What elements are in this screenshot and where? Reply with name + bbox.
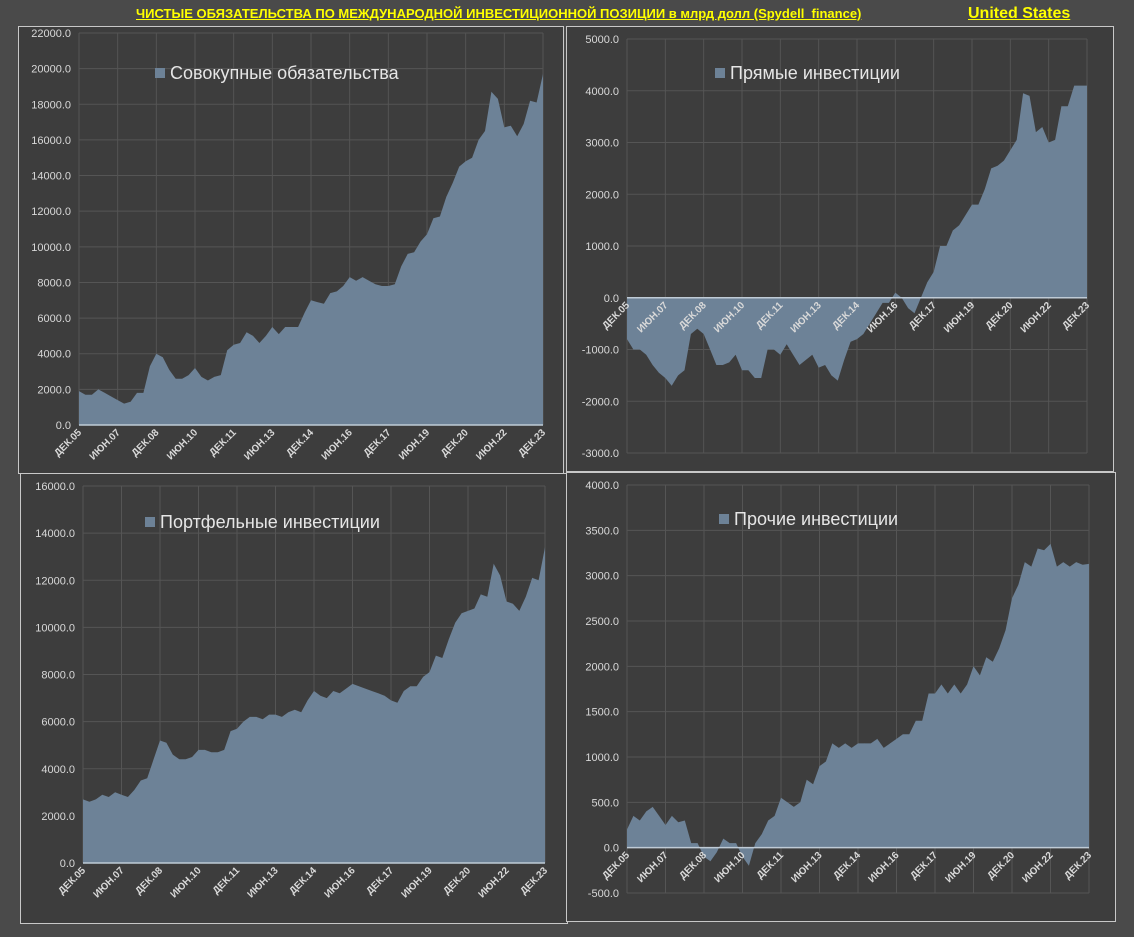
country-label: United States [968,5,1071,22]
x-tick-label: ДЕК.08 [130,427,162,459]
chart-svg: 0.0 2000.0 4000.0 6000.0 8000.0 10000.0 12000.… [31,28,548,462]
y-tick-label: 12000.0 [35,575,75,587]
y-tick-label: 4000.0 [585,480,619,492]
y-tick-label: 14000.0 [35,528,75,540]
legend-swatch [145,517,155,527]
y-tick-label: 8000.0 [37,277,71,289]
y-tick-label: 3500.0 [585,525,619,537]
chart-portfolio-investment: 0.0 2000.0 4000.0 6000.0 8000.0 10000.0 12000.… [20,473,568,924]
y-tick-label: 0.0 [604,843,619,855]
x-tick-label: ДЕК.20 [984,300,1016,332]
x-tick-label: ДЕК.14 [284,427,316,459]
x-tick-label: ИЮН.13 [246,865,281,900]
legend-swatch [719,514,729,524]
y-tick-label: 0.0 [604,293,619,305]
y-tick-label: 1000.0 [585,241,619,253]
y-tick-label: 2000.0 [37,384,71,396]
y-tick-label: 14000.0 [31,171,71,183]
chart-svg: -3000.0 -2000.0 -1000.0 0.0 1000.0 2000.0 3000… [582,34,1093,460]
y-tick-label: -2000.0 [582,396,619,408]
x-tick-label: ДЕК.08 [133,865,165,897]
legend-swatch [155,68,165,78]
y-tick-label: 16000.0 [31,135,71,147]
y-tick-label: 2000.0 [585,661,619,673]
area-series [83,547,545,863]
x-tick-label: ИЮН.13 [242,427,277,462]
y-tick-label: 2500.0 [585,616,619,628]
y-tick-label: 16000.0 [35,481,75,493]
y-tick-label: 10000.0 [31,242,71,254]
x-tick-label: ДЕК.14 [287,865,319,897]
y-tick-label: 18000.0 [31,99,71,111]
x-tick-label: ИЮН.07 [92,865,127,900]
y-tick-label: 4000.0 [585,86,619,98]
y-tick-label: 8000.0 [41,670,75,682]
x-tick-label: ДЕК.11 [755,850,787,882]
y-tick-label: 6000.0 [41,717,75,729]
x-tick-label: ДЕК.23 [1062,850,1094,882]
y-tick-label: 3000.0 [585,571,619,583]
x-tick-label: ДЕК.14 [831,850,863,882]
x-tick-label: ИЮН.22 [474,427,509,462]
x-tick-label: ДЕК.20 [985,850,1017,882]
x-tick-label: ДЕК.23 [516,427,548,459]
y-tick-label: 1000.0 [585,752,619,764]
x-tick-label: ИЮН.22 [477,865,512,900]
area-series [627,543,1089,866]
y-tick-label: 22000.0 [31,28,71,40]
x-tick-label: ДЕК.20 [441,865,473,897]
y-tick-label: 500.0 [591,797,619,809]
chart-svg: 0.0 2000.0 4000.0 6000.0 8000.0 10000.0 12000.… [35,481,550,900]
x-tick-label: ДЕК.11 [211,865,243,897]
y-tick-label: 4000.0 [41,764,75,776]
x-tick-label: ДЕК.11 [207,427,239,459]
y-tick-label: 5000.0 [585,34,619,46]
y-tick-label: 6000.0 [37,313,71,325]
legend-label: Портфельные инвестиции [160,512,380,532]
y-tick-label: 0.0 [56,420,71,432]
y-tick-label: 20000.0 [31,64,71,76]
x-tick-label: ИЮН.16 [323,865,358,900]
legend-label: Прочие инвестиции [734,509,898,529]
x-tick-label: ДЕК.20 [439,427,471,459]
area-series [79,74,543,425]
y-tick-label: 1500.0 [585,707,619,719]
y-tick-label: 4000.0 [37,349,71,361]
y-tick-label: 2000.0 [585,189,619,201]
y-tick-label: 10000.0 [35,622,75,634]
legend-label: Прямые инвестиции [730,63,900,83]
y-tick-label: -3000.0 [582,448,619,460]
x-tick-label: ДЕК.23 [1060,300,1092,332]
y-tick-label: -500.0 [588,888,619,900]
x-tick-label: ДЕК.08 [677,850,709,882]
chart-total-liabilities: 0.0 2000.0 4000.0 6000.0 8000.0 10000.0 12000.… [18,26,564,474]
x-tick-label: ИЮН.07 [88,427,123,462]
y-tick-label: 12000.0 [31,206,71,218]
x-tick-label: ИЮН.19 [400,865,435,900]
y-tick-label: 0.0 [60,858,75,870]
x-tick-label: ДЕК.17 [364,865,396,897]
y-tick-label: 3000.0 [585,138,619,150]
x-tick-label: ИЮН.16 [320,427,355,462]
legend-swatch [715,68,725,78]
x-tick-label: ДЕК.17 [908,850,940,882]
x-tick-label: ДЕК.17 [362,427,394,459]
page-title: ЧИСТЫЕ ОБЯЗАТЕЛЬСТВА ПО МЕЖДУНАРОДНОЙ ИН… [136,6,862,21]
chart-other-investment: -500.0 0.0 500.0 1000.0 1500.0 2000.0 2500.0 30… [566,472,1116,922]
x-tick-label: ИЮН.10 [165,427,200,462]
legend-label: Совокупные обязательства [170,63,400,83]
x-tick-label: ИЮН.19 [397,427,432,462]
chart-direct-investment: -3000.0 -2000.0 -1000.0 0.0 1000.0 2000.0 3000… [566,26,1114,472]
y-tick-label: 2000.0 [41,811,75,823]
x-tick-label: ДЕК.23 [518,865,550,897]
chart-svg: -500.0 0.0 500.0 1000.0 1500.0 2000.0 2500.0 30… [585,480,1094,900]
area-series [627,85,1087,386]
x-tick-label: ИЮН.10 [169,865,204,900]
y-tick-label: -1000.0 [582,345,619,357]
